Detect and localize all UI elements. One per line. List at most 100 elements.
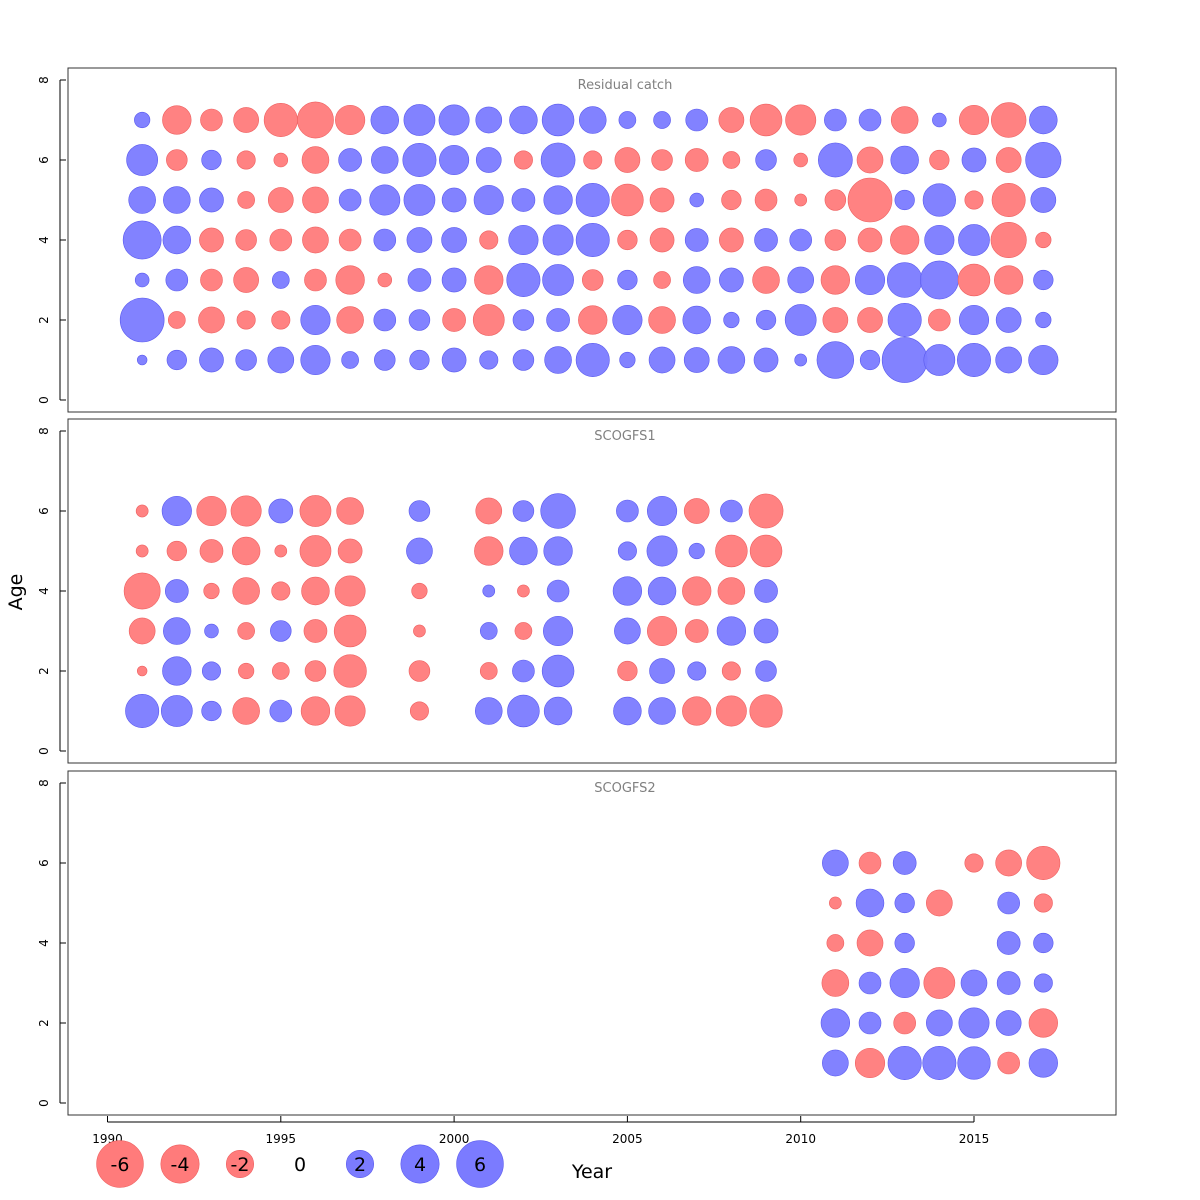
bubble-point xyxy=(201,661,221,681)
bubble-point xyxy=(651,149,673,171)
bubble-point xyxy=(198,306,225,334)
panel-frame xyxy=(67,418,1117,764)
y-tick-label: 6 xyxy=(37,859,51,867)
bubble-point xyxy=(618,111,637,129)
x-tick-label: 2010 xyxy=(785,1132,816,1146)
bubble-point xyxy=(167,311,186,329)
bubble-point xyxy=(923,967,956,999)
bubble-point xyxy=(334,695,366,727)
bubble-point xyxy=(824,229,847,251)
bubble-point xyxy=(441,347,467,373)
panel-residual-catch: Residual catch 0 2 4 6 8 xyxy=(37,67,1117,413)
bubble-point xyxy=(302,226,329,254)
bubble-point xyxy=(749,103,783,137)
bubble-point xyxy=(720,499,743,523)
bubble-point xyxy=(824,189,847,211)
bubble-point xyxy=(235,229,257,251)
bubble-point xyxy=(474,697,503,725)
bubble-point xyxy=(237,622,255,640)
bubble-point xyxy=(616,499,639,523)
bubble-point xyxy=(163,186,191,214)
bubble-point xyxy=(126,144,159,176)
bubble-point xyxy=(506,263,541,297)
y-tick-label: 4 xyxy=(37,236,51,244)
bubble-point xyxy=(442,308,466,332)
bubble-point xyxy=(297,101,334,139)
bubble-point xyxy=(267,187,294,213)
bubble-point xyxy=(997,891,1020,915)
bubble-point xyxy=(892,851,917,875)
bubble-point xyxy=(1035,311,1052,329)
bubble-point xyxy=(785,104,817,136)
bubble-point xyxy=(990,102,1027,138)
bubble-point xyxy=(231,536,261,566)
bubble-point xyxy=(301,146,330,174)
bubble-point xyxy=(617,269,638,291)
bubble-point xyxy=(721,189,742,211)
bubble-point xyxy=(684,148,709,172)
bubble-point xyxy=(411,582,428,600)
bubble-point xyxy=(439,144,470,176)
bubble-point xyxy=(717,577,746,605)
bubble-point xyxy=(134,111,151,129)
bubble-point xyxy=(923,344,956,376)
legend-label: -4 xyxy=(171,1154,190,1176)
y-tick-label: 8 xyxy=(37,779,51,787)
bubble-point xyxy=(857,307,883,333)
bubble-point xyxy=(540,142,576,178)
bubble-point xyxy=(685,108,709,132)
y-tick-label: 8 xyxy=(37,427,51,435)
bubble-point xyxy=(546,579,570,603)
bubble-point xyxy=(402,143,437,177)
bubble-point xyxy=(928,308,951,332)
bubble-point xyxy=(929,149,950,171)
bubble-point xyxy=(408,500,431,522)
y-tick-label: 2 xyxy=(37,667,51,675)
bubble-point xyxy=(203,582,220,600)
bubble-point xyxy=(822,1049,849,1077)
bubble-point xyxy=(723,311,740,329)
bubble-point xyxy=(336,497,364,525)
bubble-point xyxy=(546,308,570,332)
bubble-point xyxy=(793,152,808,168)
bubble-point xyxy=(403,184,436,216)
bubble-point xyxy=(162,225,192,255)
bubble-point xyxy=(512,349,535,371)
bubble-point xyxy=(373,308,397,332)
bubble-point xyxy=(715,534,748,568)
bubble-point xyxy=(1033,932,1054,954)
bubble-point xyxy=(299,535,332,567)
bubble-point xyxy=(858,1011,882,1035)
bubble-point xyxy=(617,541,637,561)
bubble-point xyxy=(1026,846,1061,880)
bubble-point xyxy=(201,149,222,171)
bubble-point xyxy=(238,662,255,680)
bubble-point xyxy=(128,186,156,214)
bubble-point xyxy=(816,341,855,379)
bubble-point xyxy=(233,267,259,293)
bubble-point xyxy=(719,267,744,293)
bubble-point xyxy=(689,192,704,208)
legend-bubble xyxy=(225,1149,255,1179)
bubble-point xyxy=(894,932,915,954)
bubble-point xyxy=(166,540,187,562)
bubble-point xyxy=(300,344,331,376)
bubble-point xyxy=(995,346,1022,374)
bubble-point xyxy=(856,146,884,174)
bubble-point xyxy=(513,150,533,170)
bubble-point xyxy=(472,304,505,336)
bubble-point xyxy=(855,888,885,918)
bubble-point xyxy=(482,584,496,598)
bubble-point xyxy=(160,695,193,727)
bubble-point xyxy=(335,104,366,136)
bubble-point xyxy=(964,853,984,873)
panel-title: SCOGFS2 xyxy=(594,781,655,796)
bubble-point xyxy=(958,304,990,336)
bubble-point xyxy=(749,694,783,728)
bubble-point xyxy=(543,185,573,215)
legend-bubble xyxy=(96,1140,144,1188)
x-tick-label: 1995 xyxy=(266,1132,297,1146)
bubble-point xyxy=(919,260,959,300)
bubble-point xyxy=(508,224,539,256)
bubble-point xyxy=(958,104,990,136)
